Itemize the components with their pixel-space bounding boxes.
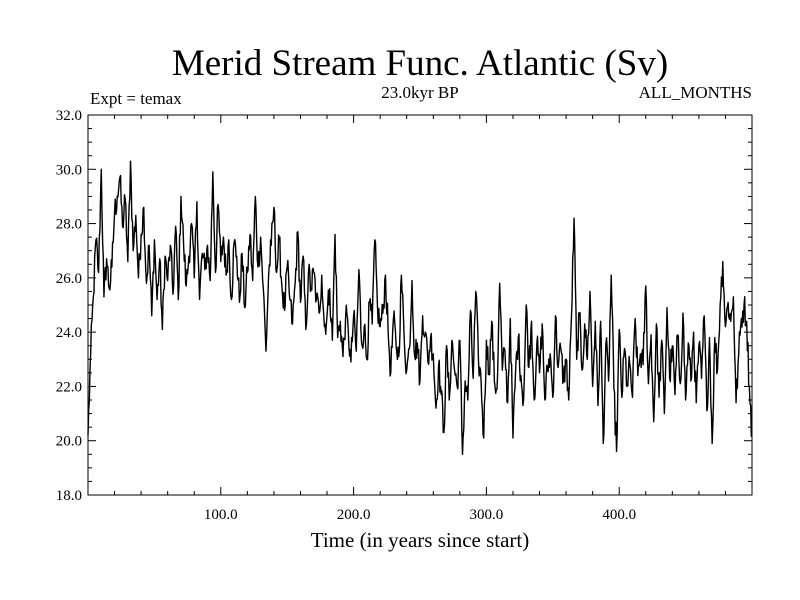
- y-tick-label: 26.0: [56, 271, 82, 287]
- y-tick-label: 20.0: [56, 434, 82, 450]
- y-tick-label: 22.0: [56, 379, 82, 395]
- y-tick-label: 28.0: [56, 217, 82, 233]
- x-tick-labels: 100.0 200.0 300.0 400.0: [204, 507, 636, 523]
- chart-title: Merid Stream Func. Atlantic (Sv): [172, 43, 668, 84]
- y-tick-labels: 18.0 20.0 22.0 24.0 26.0 28.0 30.0 32.0: [56, 108, 82, 504]
- chart-subtitle-left: Expt = temax: [90, 89, 182, 108]
- y-tick-label: 24.0: [56, 325, 82, 341]
- plot-frame: [87, 114, 753, 496]
- y-tick-label: 32.0: [56, 108, 82, 124]
- series-line: [87, 160, 753, 455]
- axis-ticks: [88, 114, 752, 496]
- x-tick-label: 200.0: [337, 507, 371, 523]
- x-axis-label: Time (in years since start): [311, 528, 530, 552]
- x-tick-label: 100.0: [204, 507, 238, 523]
- chart-subtitle-center: 23.0kyr BP: [381, 83, 458, 102]
- y-tick-label: 18.0: [56, 488, 82, 504]
- chart-subtitle-right: ALL_MONTHS: [639, 83, 752, 102]
- x-tick-label: 300.0: [470, 507, 504, 523]
- x-tick-label: 400.0: [602, 507, 636, 523]
- y-tick-label: 30.0: [56, 162, 82, 178]
